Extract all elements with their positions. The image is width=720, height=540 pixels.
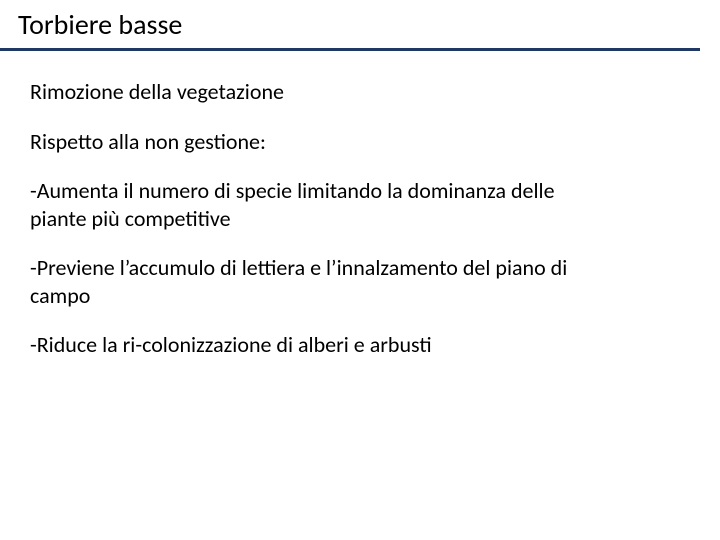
slide: Torbiere basse Rimozione della vegetazio… [0, 0, 720, 540]
paragraph: Rimozione della vegetazione [30, 78, 600, 106]
paragraph: -Previene l’accumulo di lettiera e l’inn… [30, 254, 600, 309]
title-block: Torbiere basse [18, 10, 182, 41]
slide-title: Torbiere basse [18, 10, 182, 41]
paragraph: -Aumenta il numero di specie limitando l… [30, 177, 600, 232]
paragraph: -Riduce la ri-colonizzazione di alberi e… [30, 331, 600, 359]
title-underline [0, 48, 700, 51]
paragraph: Rispetto alla non gestione: [30, 128, 600, 156]
body-text: Rimozione della vegetazione Rispetto all… [30, 78, 600, 381]
